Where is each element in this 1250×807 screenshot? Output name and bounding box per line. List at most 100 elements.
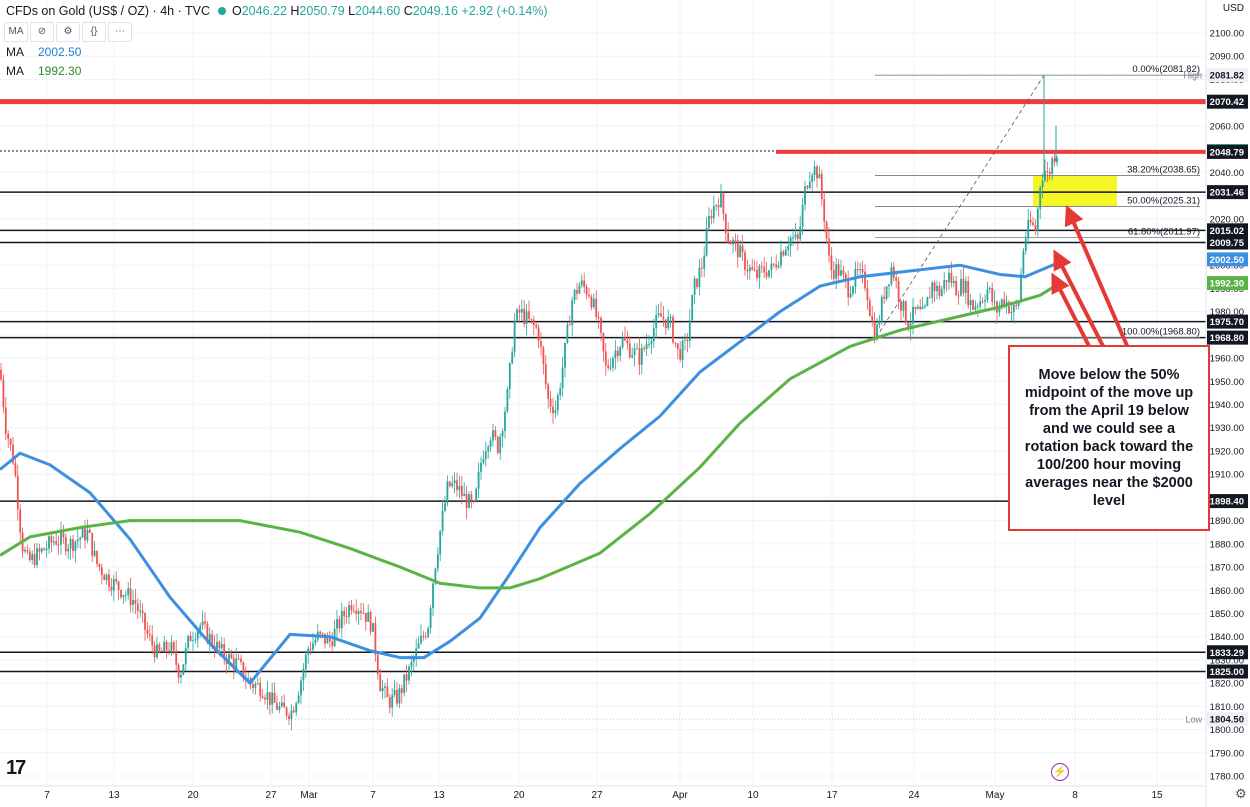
candle-body (194, 639, 197, 641)
candle-body (888, 284, 890, 287)
ma-badge[interactable]: MA (4, 22, 28, 42)
candle-body (501, 430, 504, 437)
candle-body (86, 529, 89, 541)
candle-body (168, 650, 170, 652)
candle-body (72, 539, 74, 552)
candle-body (146, 629, 149, 635)
candle-body (844, 274, 847, 280)
price-tick-label: 1830.00 (1210, 655, 1244, 666)
candle-body (578, 285, 581, 294)
candle-body (679, 349, 682, 360)
time-tick-label: 13 (433, 790, 445, 801)
price-badge-low: 1804.50 (1210, 715, 1244, 726)
candle-body (412, 658, 415, 662)
candle-body (108, 574, 110, 587)
candle-body (309, 648, 312, 650)
candle-body (631, 355, 634, 358)
candle-body (405, 674, 408, 681)
candle-body (763, 266, 766, 273)
moving-averages (0, 261, 1059, 685)
candle-body (62, 532, 65, 538)
high-value: 2050.79 (299, 4, 345, 18)
candle-body (360, 611, 362, 613)
candle-body (727, 233, 730, 243)
candle-body (835, 264, 838, 279)
currency-selector[interactable]: USD (1222, 3, 1244, 14)
candle-body (993, 301, 996, 303)
candle-body (933, 282, 936, 292)
candle-body (1053, 158, 1056, 163)
symbol-title[interactable]: CFDs on Gold (US$ / OZ) · 4h · TVC (6, 4, 210, 18)
candle-body (304, 654, 307, 670)
candle-body (640, 347, 643, 365)
candle-body (751, 267, 754, 270)
settings-gear-icon[interactable]: ⚙ (1235, 786, 1247, 801)
more-icon[interactable]: ⋯ (108, 22, 132, 42)
candle-body (0, 369, 2, 380)
code-icon[interactable]: {} (82, 22, 106, 42)
annotation-arrows (1051, 204, 1130, 349)
eye-off-icon[interactable]: ⊘ (30, 22, 54, 42)
time-tick-label: 24 (908, 790, 920, 801)
candle-body (283, 702, 286, 708)
candle-body (290, 710, 293, 720)
annotation-box: Move below the 50% midpoint of the move … (1008, 345, 1210, 531)
candle-body (552, 406, 554, 414)
candle-body (1032, 222, 1034, 226)
candle-body (712, 206, 715, 219)
open-value: 2046.22 (241, 4, 287, 18)
candle-body (117, 581, 120, 591)
gear-icon[interactable]: ⚙ (56, 22, 80, 42)
candle-body (988, 287, 991, 290)
candle-body (160, 650, 163, 652)
candle-body (693, 278, 696, 295)
candle-body (26, 549, 29, 552)
candle-body (350, 605, 353, 611)
ma-legend-200[interactable]: MA 1992.30 (6, 64, 81, 78)
candle-body (201, 621, 204, 626)
candle-body (374, 623, 377, 655)
price-tick-label: 1820.00 (1210, 679, 1244, 690)
candle-body (789, 237, 792, 247)
candle-body (439, 530, 442, 555)
candle-body (1015, 304, 1018, 306)
ma-legend-100[interactable]: MA 2002.50 (6, 45, 81, 59)
candle-body (542, 347, 545, 365)
candle-body (602, 332, 605, 352)
candle-body (444, 503, 446, 511)
candle-body (799, 226, 802, 240)
candle-body (604, 351, 607, 366)
candle-body (40, 548, 43, 552)
close-value: 2049.16 (412, 4, 458, 18)
candle-body (451, 483, 454, 487)
candle-body (273, 692, 276, 703)
candle-body (376, 654, 379, 675)
candle-body (264, 697, 266, 700)
candle-body (775, 264, 778, 268)
candle-body (456, 480, 458, 490)
candle-body (424, 636, 427, 638)
price-tick-label: 2060.00 (1210, 121, 1244, 132)
candle-body (338, 619, 341, 629)
candle-body (144, 613, 146, 630)
candle-body (477, 471, 480, 489)
time-tick-label: 20 (187, 790, 199, 801)
candle-body (960, 278, 962, 296)
time-tick-label: Apr (672, 790, 688, 801)
candle-body (1041, 180, 1044, 188)
candle-body (583, 280, 586, 287)
candle-body (55, 541, 58, 545)
candle-body (876, 324, 878, 340)
candle-body (355, 610, 358, 615)
candle-body (919, 306, 922, 310)
candle-body (907, 322, 910, 330)
lightning-icon[interactable]: ⚡ (1051, 763, 1069, 781)
fib-label: 0.00%(2081.82) (1132, 64, 1200, 75)
tradingview-logo[interactable]: 17 (6, 757, 26, 779)
time-tick-label: 17 (826, 790, 838, 801)
candle-body (1022, 250, 1025, 275)
candle-body (823, 199, 826, 222)
candle-body (1027, 219, 1030, 239)
candle-body (648, 343, 650, 345)
